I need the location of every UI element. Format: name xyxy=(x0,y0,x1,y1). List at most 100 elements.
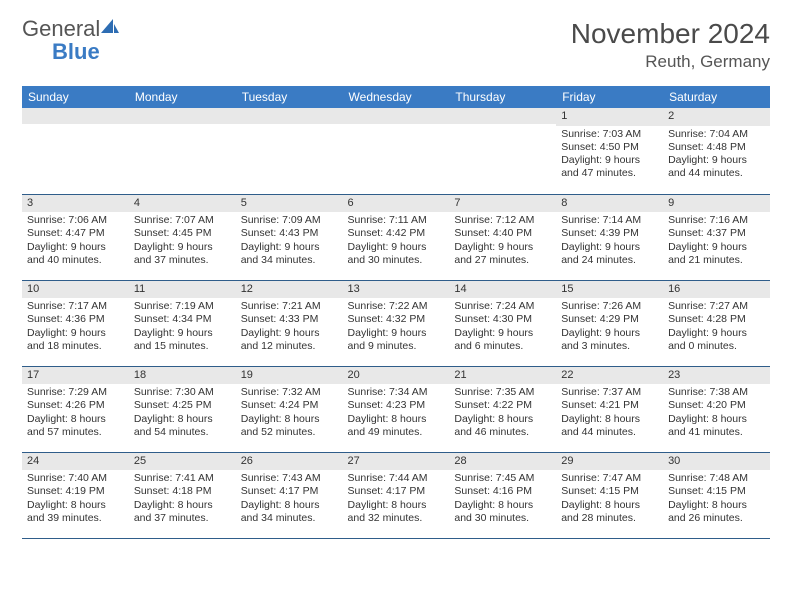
day-number: 25 xyxy=(129,453,236,471)
calendar-cell: 19Sunrise: 7:32 AMSunset: 4:24 PMDayligh… xyxy=(236,366,343,452)
weekday-header: Monday xyxy=(129,86,236,108)
daylight-text: Daylight: 8 hours and 34 minutes. xyxy=(241,499,338,525)
day-number xyxy=(22,108,129,124)
day-number: 13 xyxy=(343,281,450,299)
day-details: Sunrise: 7:17 AMSunset: 4:36 PMDaylight:… xyxy=(22,298,129,357)
day-number xyxy=(343,108,450,124)
brand-name-blue: Blue xyxy=(52,39,100,64)
sunrise-text: Sunrise: 7:43 AM xyxy=(241,472,338,485)
sunrise-text: Sunrise: 7:11 AM xyxy=(348,214,445,227)
daylight-text: Daylight: 8 hours and 57 minutes. xyxy=(27,413,124,439)
sunrise-text: Sunrise: 7:44 AM xyxy=(348,472,445,485)
day-number xyxy=(236,108,343,124)
sunset-text: Sunset: 4:29 PM xyxy=(561,313,658,326)
day-number: 12 xyxy=(236,281,343,299)
sunset-text: Sunset: 4:32 PM xyxy=(348,313,445,326)
daylight-text: Daylight: 9 hours and 40 minutes. xyxy=(27,241,124,267)
day-details: Sunrise: 7:43 AMSunset: 4:17 PMDaylight:… xyxy=(236,470,343,529)
title-block: November 2024 Reuth, Germany xyxy=(571,18,770,72)
daylight-text: Daylight: 9 hours and 24 minutes. xyxy=(561,241,658,267)
daylight-text: Daylight: 9 hours and 47 minutes. xyxy=(561,154,658,180)
calendar-cell: 16Sunrise: 7:27 AMSunset: 4:28 PMDayligh… xyxy=(663,280,770,366)
sunset-text: Sunset: 4:43 PM xyxy=(241,227,338,240)
brand-name-gray: General xyxy=(22,16,100,41)
calendar-cell: 5Sunrise: 7:09 AMSunset: 4:43 PMDaylight… xyxy=(236,194,343,280)
day-number: 16 xyxy=(663,281,770,299)
sunset-text: Sunset: 4:15 PM xyxy=(561,485,658,498)
calendar-cell: 9Sunrise: 7:16 AMSunset: 4:37 PMDaylight… xyxy=(663,194,770,280)
day-details: Sunrise: 7:04 AMSunset: 4:48 PMDaylight:… xyxy=(663,126,770,185)
sunset-text: Sunset: 4:17 PM xyxy=(348,485,445,498)
sunrise-text: Sunrise: 7:19 AM xyxy=(134,300,231,313)
day-number: 4 xyxy=(129,195,236,213)
sunset-text: Sunset: 4:26 PM xyxy=(27,399,124,412)
calendar-cell: 7Sunrise: 7:12 AMSunset: 4:40 PMDaylight… xyxy=(449,194,556,280)
day-details: Sunrise: 7:16 AMSunset: 4:37 PMDaylight:… xyxy=(663,212,770,271)
sunset-text: Sunset: 4:17 PM xyxy=(241,485,338,498)
daylight-text: Daylight: 8 hours and 49 minutes. xyxy=(348,413,445,439)
weekday-header: Saturday xyxy=(663,86,770,108)
day-details: Sunrise: 7:11 AMSunset: 4:42 PMDaylight:… xyxy=(343,212,450,271)
calendar-cell: 17Sunrise: 7:29 AMSunset: 4:26 PMDayligh… xyxy=(22,366,129,452)
calendar-cell: 24Sunrise: 7:40 AMSunset: 4:19 PMDayligh… xyxy=(22,452,129,538)
day-number: 10 xyxy=(22,281,129,299)
calendar-cell: 18Sunrise: 7:30 AMSunset: 4:25 PMDayligh… xyxy=(129,366,236,452)
day-number: 15 xyxy=(556,281,663,299)
sunrise-text: Sunrise: 7:37 AM xyxy=(561,386,658,399)
calendar-row: 17Sunrise: 7:29 AMSunset: 4:26 PMDayligh… xyxy=(22,366,770,452)
calendar-cell xyxy=(449,108,556,194)
calendar-cell: 11Sunrise: 7:19 AMSunset: 4:34 PMDayligh… xyxy=(129,280,236,366)
day-details: Sunrise: 7:26 AMSunset: 4:29 PMDaylight:… xyxy=(556,298,663,357)
calendar-table: Sunday Monday Tuesday Wednesday Thursday… xyxy=(22,86,770,539)
calendar-row: 3Sunrise: 7:06 AMSunset: 4:47 PMDaylight… xyxy=(22,194,770,280)
title-location: Reuth, Germany xyxy=(571,52,770,72)
day-details: Sunrise: 7:22 AMSunset: 4:32 PMDaylight:… xyxy=(343,298,450,357)
calendar-row: 24Sunrise: 7:40 AMSunset: 4:19 PMDayligh… xyxy=(22,452,770,538)
day-details: Sunrise: 7:40 AMSunset: 4:19 PMDaylight:… xyxy=(22,470,129,529)
day-details: Sunrise: 7:21 AMSunset: 4:33 PMDaylight:… xyxy=(236,298,343,357)
daylight-text: Daylight: 8 hours and 39 minutes. xyxy=(27,499,124,525)
day-number: 7 xyxy=(449,195,556,213)
day-details: Sunrise: 7:03 AMSunset: 4:50 PMDaylight:… xyxy=(556,126,663,185)
day-number: 6 xyxy=(343,195,450,213)
day-details: Sunrise: 7:35 AMSunset: 4:22 PMDaylight:… xyxy=(449,384,556,443)
sunset-text: Sunset: 4:39 PM xyxy=(561,227,658,240)
calendar-cell: 3Sunrise: 7:06 AMSunset: 4:47 PMDaylight… xyxy=(22,194,129,280)
day-details: Sunrise: 7:07 AMSunset: 4:45 PMDaylight:… xyxy=(129,212,236,271)
calendar-cell: 20Sunrise: 7:34 AMSunset: 4:23 PMDayligh… xyxy=(343,366,450,452)
sunset-text: Sunset: 4:16 PM xyxy=(454,485,551,498)
sunrise-text: Sunrise: 7:26 AM xyxy=(561,300,658,313)
daylight-text: Daylight: 9 hours and 34 minutes. xyxy=(241,241,338,267)
day-number: 3 xyxy=(22,195,129,213)
weekday-header-row: Sunday Monday Tuesday Wednesday Thursday… xyxy=(22,86,770,108)
day-details: Sunrise: 7:09 AMSunset: 4:43 PMDaylight:… xyxy=(236,212,343,271)
daylight-text: Daylight: 8 hours and 46 minutes. xyxy=(454,413,551,439)
calendar-cell: 27Sunrise: 7:44 AMSunset: 4:17 PMDayligh… xyxy=(343,452,450,538)
weekday-header: Wednesday xyxy=(343,86,450,108)
sunrise-text: Sunrise: 7:29 AM xyxy=(27,386,124,399)
sunset-text: Sunset: 4:15 PM xyxy=(668,485,765,498)
daylight-text: Daylight: 9 hours and 9 minutes. xyxy=(348,327,445,353)
sunset-text: Sunset: 4:40 PM xyxy=(454,227,551,240)
day-number: 19 xyxy=(236,367,343,385)
calendar-cell xyxy=(22,108,129,194)
brand-logo-text: General Blue xyxy=(22,18,120,64)
sunrise-text: Sunrise: 7:41 AM xyxy=(134,472,231,485)
sunset-text: Sunset: 4:21 PM xyxy=(561,399,658,412)
day-details: Sunrise: 7:32 AMSunset: 4:24 PMDaylight:… xyxy=(236,384,343,443)
day-number: 28 xyxy=(449,453,556,471)
daylight-text: Daylight: 9 hours and 0 minutes. xyxy=(668,327,765,353)
sunset-text: Sunset: 4:50 PM xyxy=(561,141,658,154)
daylight-text: Daylight: 8 hours and 37 minutes. xyxy=(134,499,231,525)
sunrise-text: Sunrise: 7:38 AM xyxy=(668,386,765,399)
calendar-cell: 14Sunrise: 7:24 AMSunset: 4:30 PMDayligh… xyxy=(449,280,556,366)
calendar-body: 1Sunrise: 7:03 AMSunset: 4:50 PMDaylight… xyxy=(22,108,770,538)
weekday-header: Friday xyxy=(556,86,663,108)
day-number: 20 xyxy=(343,367,450,385)
calendar-cell: 8Sunrise: 7:14 AMSunset: 4:39 PMDaylight… xyxy=(556,194,663,280)
sunrise-text: Sunrise: 7:30 AM xyxy=(134,386,231,399)
calendar-cell: 29Sunrise: 7:47 AMSunset: 4:15 PMDayligh… xyxy=(556,452,663,538)
daylight-text: Daylight: 9 hours and 21 minutes. xyxy=(668,241,765,267)
daylight-text: Daylight: 8 hours and 26 minutes. xyxy=(668,499,765,525)
day-details: Sunrise: 7:19 AMSunset: 4:34 PMDaylight:… xyxy=(129,298,236,357)
